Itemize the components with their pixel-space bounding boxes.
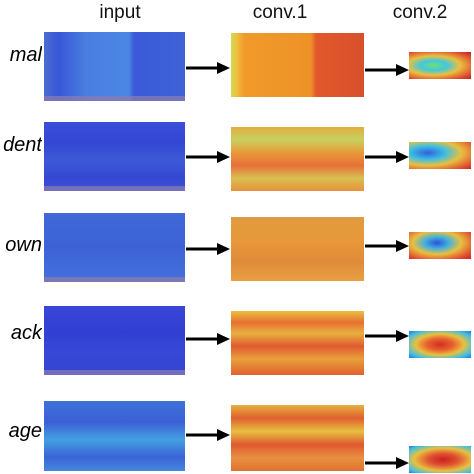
row-shade bbox=[44, 96, 185, 101]
conv1-feature-map bbox=[231, 405, 364, 471]
arrow-conv1-conv2 bbox=[365, 64, 409, 76]
conv2-feature-map bbox=[409, 331, 471, 358]
arrow-input-conv1 bbox=[186, 151, 230, 163]
row-shade bbox=[44, 370, 185, 375]
row-shade bbox=[44, 277, 185, 282]
header-conv1: conv.1 bbox=[252, 2, 308, 23]
arrow-conv1-conv2 bbox=[365, 240, 409, 252]
conv1-feature-map bbox=[231, 33, 364, 97]
row-label: mal bbox=[9, 44, 42, 66]
row-label: own bbox=[5, 234, 42, 256]
input-feature-map bbox=[44, 122, 185, 191]
conv2-feature-map bbox=[409, 52, 471, 79]
input-feature-map bbox=[44, 401, 185, 471]
conv1-feature-map bbox=[231, 311, 364, 375]
arrow-input-conv1 bbox=[186, 243, 230, 255]
row-label: age bbox=[8, 420, 42, 442]
input-feature-map bbox=[44, 32, 185, 101]
conv2-feature-map bbox=[409, 142, 471, 169]
arrow-input-conv1 bbox=[186, 333, 230, 345]
input-feature-map bbox=[44, 213, 185, 282]
arrow-conv1-conv2 bbox=[365, 151, 409, 163]
conv2-feature-map bbox=[409, 446, 471, 473]
conv1-feature-map bbox=[231, 217, 364, 281]
input-feature-map bbox=[44, 306, 185, 375]
arrow-input-conv1 bbox=[186, 62, 230, 74]
row-label: dent bbox=[3, 134, 42, 156]
arrow-conv1-conv2 bbox=[365, 457, 409, 469]
header-input: input bbox=[99, 2, 141, 23]
header-conv2: conv.2 bbox=[392, 2, 448, 23]
row-shade bbox=[44, 186, 185, 191]
arrow-input-conv1 bbox=[186, 429, 230, 441]
conv2-feature-map bbox=[409, 232, 471, 259]
row-label: ack bbox=[10, 322, 42, 344]
arrow-conv1-conv2 bbox=[365, 330, 409, 342]
conv1-feature-map bbox=[231, 127, 364, 191]
